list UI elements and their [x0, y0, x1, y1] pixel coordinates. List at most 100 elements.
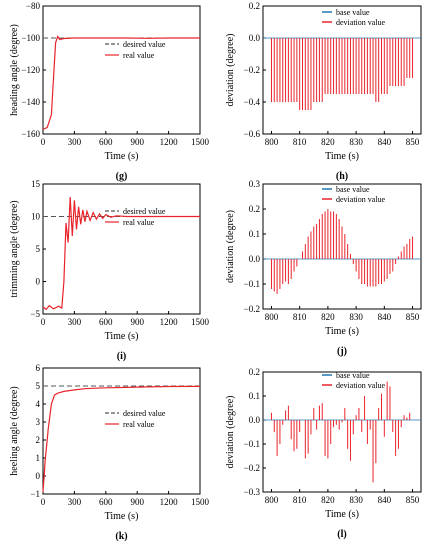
- panel-j: 800 810 820 830 840 850 −0.2 −0.1 0.0 0.1 0.2 0.3 Ti…: [225, 179, 422, 357]
- panel-label: (g): [116, 171, 128, 182]
- panel-label: (j): [337, 346, 347, 357]
- x-axis-title: Time (s): [325, 326, 359, 337]
- x-tick-label: 600: [99, 497, 113, 507]
- legend-label: deviation value: [336, 195, 386, 204]
- x-tick-label: 1500: [191, 317, 210, 327]
- x-tick-label: 300: [68, 317, 82, 327]
- x-tick-label: 300: [68, 137, 82, 147]
- plot-frame: [42, 183, 201, 315]
- x-axis-title: Time (s): [325, 151, 359, 162]
- x-tick-label: 850: [406, 495, 420, 505]
- plot-frame: [42, 5, 201, 135]
- y-tick-label: 0.0: [249, 33, 261, 43]
- y-tick-label: 6: [36, 363, 41, 373]
- y-tick-label: −160: [21, 129, 40, 139]
- y-axis-title: trimming angle (degree): [9, 200, 20, 297]
- x-tick-label: 810: [293, 137, 307, 147]
- plot-frame: [262, 183, 422, 310]
- y-tick-label: 1: [36, 453, 41, 463]
- x-axis-title: Time (s): [105, 511, 139, 522]
- legend-label: deviation value: [336, 381, 386, 390]
- y-axis-title: heeling angle (degree): [9, 386, 20, 475]
- plot-frame: [42, 367, 201, 495]
- y-tick-label: 0.1: [249, 229, 260, 239]
- x-tick-label: 830: [349, 312, 363, 322]
- x-tick-label: 810: [293, 312, 307, 322]
- y-tick-label: 3: [36, 417, 41, 427]
- x-tick-label: 830: [349, 137, 363, 147]
- x-tick-label: 900: [130, 317, 144, 327]
- y-tick-label: −0.1: [244, 279, 260, 289]
- x-axis-title: Time (s): [325, 509, 359, 520]
- x-tick-label: 840: [378, 137, 392, 147]
- y-tick-label: −140: [21, 97, 40, 107]
- y-tick-label: −1: [30, 489, 40, 499]
- x-tick-label: 300: [68, 497, 82, 507]
- panel-label: (l): [337, 529, 346, 540]
- y-tick-label: 0.0: [249, 415, 261, 425]
- panel-label: (i): [117, 351, 126, 362]
- legend-label: base value: [336, 185, 370, 194]
- y-tick-label: 0.2: [249, 204, 260, 214]
- y-tick-label: 5: [36, 381, 41, 391]
- x-tick-label: 0: [41, 497, 46, 507]
- panel-h: 800 810 820 830 840 850 −0.6 −0.4 −0.2 0.0 0.2 Time…: [225, 1, 422, 182]
- x-tick-label: 600: [99, 317, 113, 327]
- y-tick-label: −5: [30, 309, 40, 319]
- y-tick-label: −0.1: [244, 439, 260, 449]
- panel-g: 0 300 600 900 1200 1500 −160 −140 −120 −100 −80 Tim…: [9, 1, 210, 182]
- y-axis-title: heading angle (degree): [9, 24, 20, 116]
- x-tick-label: 800: [265, 137, 279, 147]
- x-tick-label: 810: [293, 495, 307, 505]
- y-tick-label: 2: [36, 435, 41, 445]
- plot-frame: [262, 371, 422, 493]
- panel-label: (h): [336, 171, 348, 182]
- y-tick-label: −0.2: [244, 304, 260, 314]
- legend-label: desired value: [123, 40, 166, 49]
- x-tick-label: 1200: [160, 137, 179, 147]
- x-tick-label: 0: [41, 317, 46, 327]
- legend-label: base value: [336, 371, 370, 380]
- y-tick-label: 0: [36, 471, 41, 481]
- real-value-line: [42, 34, 200, 130]
- x-tick-label: 900: [130, 497, 144, 507]
- x-tick-label: 840: [378, 312, 392, 322]
- legend: desired value real value: [105, 207, 166, 227]
- y-tick-label: 0.1: [249, 391, 260, 401]
- real-value-line: [42, 196, 200, 311]
- y-tick-label: −0.6: [244, 129, 261, 139]
- y-tick-label: −100: [21, 33, 40, 43]
- y-tick-label: 0.2: [249, 367, 260, 377]
- y-tick-label: −120: [21, 65, 40, 75]
- x-tick-label: 830: [349, 495, 363, 505]
- legend-label: desired value: [123, 409, 166, 418]
- y-tick-label: −0.2: [244, 65, 260, 75]
- x-tick-label: 1500: [191, 137, 210, 147]
- y-tick-label: −80: [26, 1, 41, 11]
- y-axis-title: deviation (degree): [225, 33, 236, 106]
- y-tick-label: 10: [31, 212, 41, 222]
- x-tick-label: 600: [99, 137, 113, 147]
- x-tick-label: 820: [321, 495, 335, 505]
- y-tick-label: 0.2: [249, 1, 260, 11]
- x-tick-label: 1200: [160, 497, 179, 507]
- legend-label: base value: [336, 8, 370, 17]
- y-tick-label: 5: [36, 244, 41, 254]
- legend-label: real value: [123, 51, 155, 60]
- x-tick-label: 800: [265, 495, 279, 505]
- y-tick-label: 4: [36, 399, 41, 409]
- y-tick-label: −0.4: [244, 97, 261, 107]
- x-tick-label: 1500: [191, 497, 210, 507]
- x-tick-label: 820: [321, 312, 335, 322]
- y-tick-label: 0.3: [249, 179, 261, 189]
- x-tick-label: 820: [321, 137, 335, 147]
- y-tick-label: −0.2: [244, 463, 260, 473]
- y-tick-label: 0.0: [249, 254, 261, 264]
- x-tick-label: 0: [41, 137, 46, 147]
